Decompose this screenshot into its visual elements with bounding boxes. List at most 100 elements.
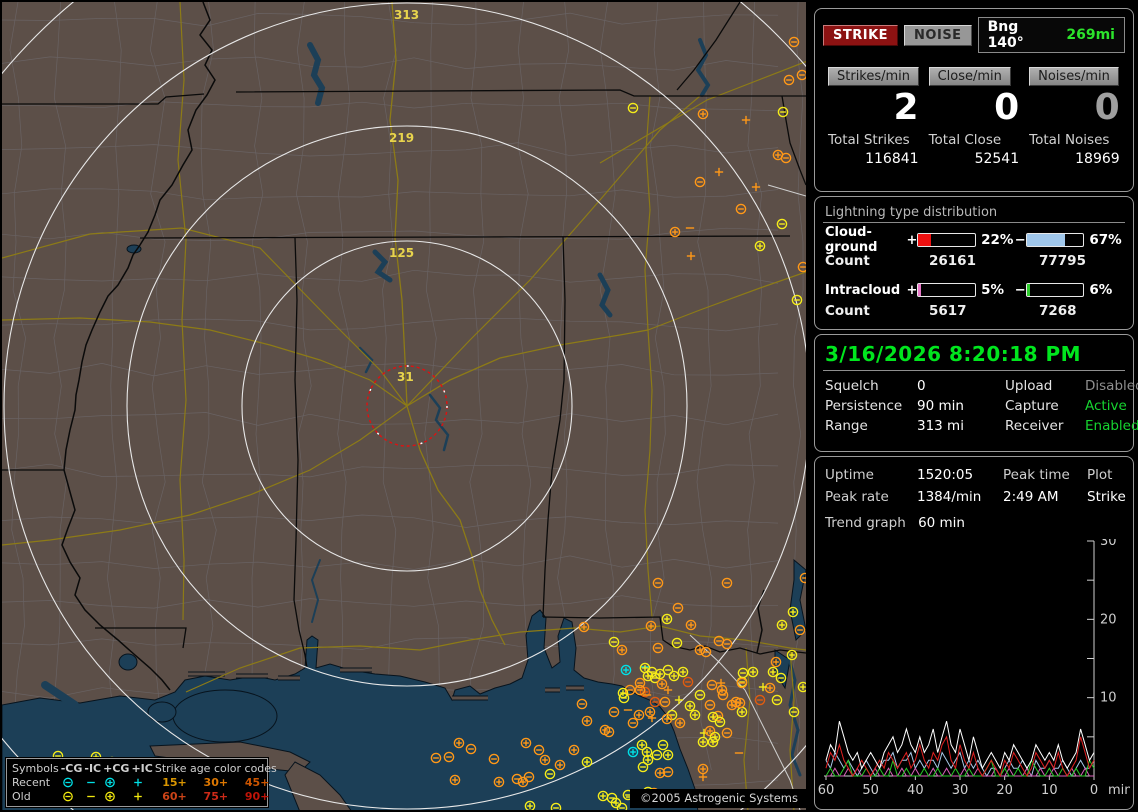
noises-per-min-value: 0 — [1094, 87, 1120, 128]
cg-negative-bar — [1025, 233, 1085, 247]
cloud-ground-row: Cloud-ground + 22% − 67% — [825, 225, 1122, 255]
receiver-status-panel: 3/16/2026 8:20:18 PM Squelch 0 Upload Di… — [814, 334, 1138, 452]
svg-text:10: 10 — [1100, 691, 1117, 706]
legend-old-row: Old 60+ 75+ 90+ — [11, 789, 278, 803]
trend-panel: Uptime 1520:05 Peak time Plot Peak rate … — [814, 456, 1134, 810]
noises-per-min-label: Noises/min — [1029, 67, 1119, 86]
total-strikes-label: Total Strikes — [828, 132, 910, 148]
strikes-per-min-label: Strikes/min — [828, 67, 920, 86]
ic-positive-bar — [917, 283, 977, 297]
intracloud-count-row: Count 5617 7268 — [825, 303, 1077, 319]
squelch-value: 0 — [917, 378, 926, 394]
ring-labels: 313 219 125 31 — [389, 8, 419, 384]
persistence-label: Persistence — [825, 398, 903, 414]
ic-negative-bar — [1025, 283, 1085, 297]
range-label: Range — [825, 418, 868, 434]
total-strikes-value: 116841 — [865, 151, 919, 167]
receiver-label: Receiver — [1005, 418, 1064, 434]
close-per-min-label: Close/min — [928, 67, 1011, 86]
strike-counters-panel: STRIKE NOISE Bng 140° 269mi Strikes/min … — [814, 8, 1134, 192]
svg-text:60: 60 — [818, 783, 834, 798]
recent-cgp-icon — [105, 777, 115, 787]
bearing-value: 269mi — [1066, 27, 1115, 43]
peak-time-value: 2:49 AM — [1003, 489, 1059, 505]
legend-header-row: Symbols -CG -IC +CG +IC Strike age color… — [12, 761, 277, 775]
recent-cgm-icon — [62, 777, 73, 787]
peak-rate-value: 1384/min — [917, 489, 982, 505]
plot-value: Strike — [1087, 489, 1126, 505]
bearing-label: Bng 140° — [987, 19, 1024, 51]
svg-text:10: 10 — [1041, 783, 1058, 798]
trend-series-2 — [825, 751, 1095, 778]
bearing-readout: Bng 140° 269mi — [977, 17, 1125, 53]
range-value: 313 mi — [917, 418, 964, 434]
upload-value: Disabled — [1085, 378, 1138, 394]
map-legend: Symbols -CG -IC +CG +IC Strike age color… — [6, 758, 277, 807]
svg-text:50: 50 — [862, 783, 879, 798]
range-rings — [2, 2, 806, 810]
lightning-strikes — [52, 36, 806, 810]
old-cgm-icon — [62, 791, 73, 801]
noise-button[interactable]: NOISE — [904, 24, 972, 46]
close-per-min-value: 0 — [994, 87, 1020, 128]
svg-text:125: 125 — [389, 246, 414, 260]
strikes-column: Strikes/min 2 Total Strikes 116841 — [823, 67, 924, 167]
map-canvas: 313 219 125 31 — [2, 2, 806, 810]
status-sidebar: STRIKE NOISE Bng 140° 269mi Strikes/min … — [810, 0, 1138, 812]
strike-button[interactable]: STRIKE — [823, 24, 899, 46]
total-close-label: Total Close — [928, 132, 1002, 148]
copyright-text: ©2005 Astrogenic Systems — [629, 789, 806, 808]
svg-text:min: min — [1108, 783, 1130, 798]
receiver-value: Enabled — [1085, 418, 1138, 434]
peak-rate-label: Peak rate — [825, 489, 889, 505]
svg-text:30: 30 — [1100, 539, 1117, 549]
plot-label: Plot — [1087, 467, 1113, 483]
svg-text:20: 20 — [996, 783, 1013, 798]
lightning-distribution-panel: Lightning type distribution Cloud-ground… — [814, 196, 1134, 330]
old-icm-icon — [87, 795, 96, 797]
close-column: Close/min 0 Total Close 52541 — [924, 67, 1025, 167]
age-code-60plus: 60+ — [162, 789, 187, 803]
total-close-value: 52541 — [974, 151, 1020, 167]
uptime-value: 1520:05 — [917, 467, 974, 483]
total-noises-label: Total Noises — [1029, 132, 1110, 148]
strikes-per-min-value: 2 — [893, 87, 919, 128]
recent-icp-icon — [134, 778, 143, 786]
peak-time-label: Peak time — [1003, 467, 1070, 483]
recent-icm-icon — [87, 781, 96, 783]
roads — [2, 2, 806, 810]
legend-age-header: Strike age color codes — [154, 761, 277, 775]
radar-map[interactable]: 313 219 125 31 Symbols -CG -IC +CG +IC Stri… — [2, 2, 806, 810]
svg-text:20: 20 — [1100, 612, 1117, 627]
trend-graph-label: Trend graph — [825, 515, 906, 531]
cloud-ground-count-row: Count 26161 77795 — [825, 253, 1086, 269]
persistence-value: 90 min — [917, 398, 964, 414]
intracloud-row: Intracloud + 5% − 6% — [825, 282, 1113, 298]
noises-column: Noises/min 0 Total Noises 18969 — [1024, 67, 1125, 167]
trend-series-1 — [825, 735, 1095, 778]
cg-positive-bar — [917, 233, 977, 247]
svg-text:219: 219 — [389, 131, 414, 145]
uptime-label: Uptime — [825, 467, 874, 483]
distribution-title: Lightning type distribution — [825, 205, 998, 220]
trend-graph-value: 60 min — [918, 515, 965, 531]
age-code-45plus: 45+ — [244, 775, 270, 789]
svg-text:31: 31 — [397, 370, 414, 384]
age-code-90plus: 90+ — [244, 789, 270, 803]
squelch-label: Squelch — [825, 378, 879, 394]
upload-label: Upload — [1005, 378, 1053, 394]
state-borders — [2, 2, 806, 691]
age-code-75plus: 75+ — [203, 789, 229, 803]
trend-series-4 — [826, 767, 1094, 778]
old-icp-icon — [134, 792, 143, 800]
total-noises-value: 18969 — [1075, 151, 1120, 167]
legend-recent-row: Recent 15+ 30+ 45+ — [11, 775, 278, 789]
capture-value: Active — [1085, 398, 1127, 414]
datetime-display: 3/16/2026 8:20:18 PM — [825, 342, 1082, 366]
trend-graph-chart: 10 20 30 60 50 40 30 20 10 0 min — [818, 539, 1130, 798]
svg-text:0: 0 — [1090, 783, 1098, 798]
svg-text:313: 313 — [394, 8, 419, 22]
old-cgp-icon — [105, 791, 115, 801]
capture-label: Capture — [1005, 398, 1059, 414]
